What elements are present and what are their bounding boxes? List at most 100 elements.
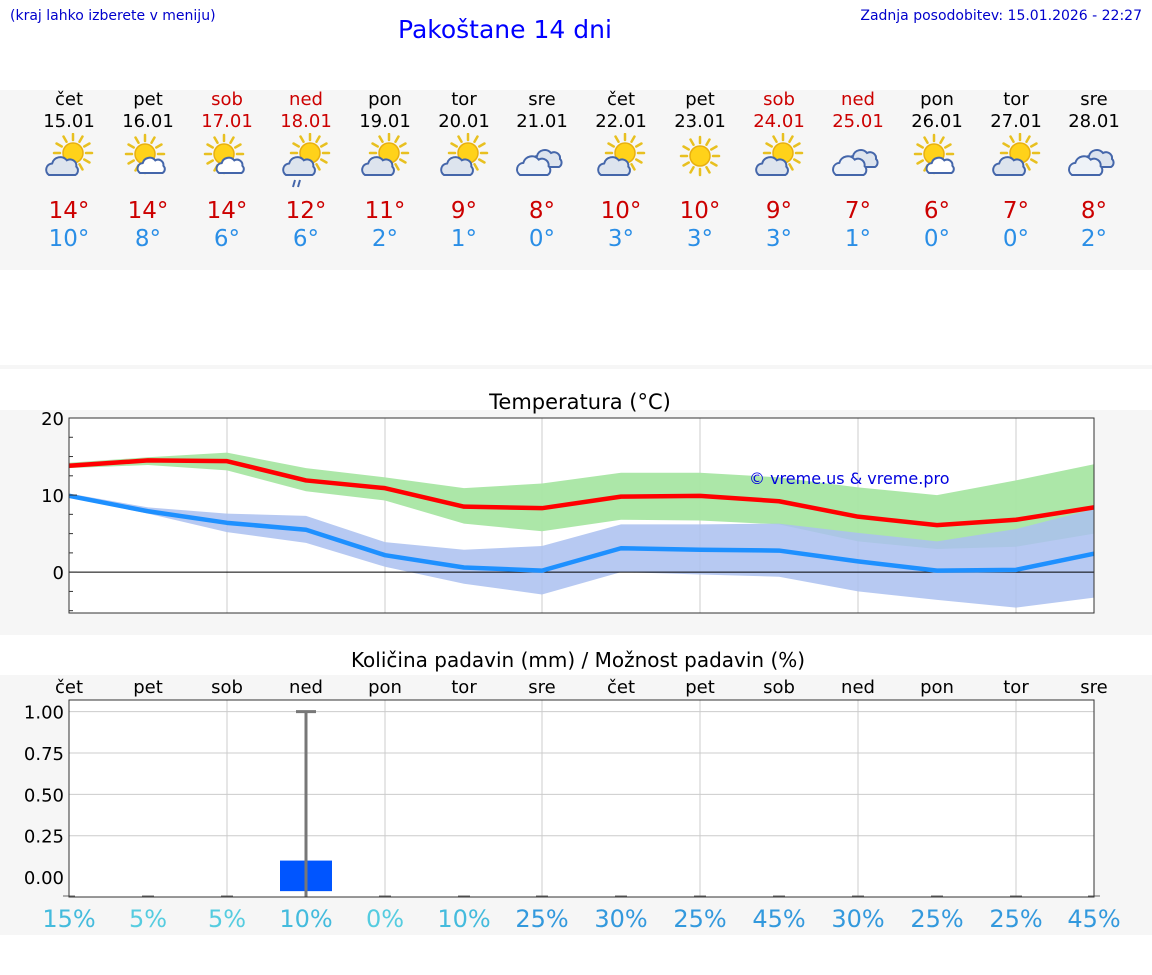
sun-cloud-icon xyxy=(597,133,646,176)
day-header: čet 15.01 xyxy=(29,89,109,133)
max-temp: 10° xyxy=(600,198,642,224)
day-header: sre 28.01 xyxy=(1054,89,1134,133)
day-date: 20.01 xyxy=(438,111,490,132)
spacer-band xyxy=(0,365,1152,369)
chart-title: Temperatura (°C) xyxy=(488,390,671,414)
precip-probability: 30% xyxy=(831,905,884,933)
min-temp: 6° xyxy=(292,226,320,252)
precip-probability: 25% xyxy=(910,905,963,933)
x-tick-label: sre xyxy=(1080,677,1107,698)
day-header: sob 24.01 xyxy=(739,89,819,133)
max-temp: 7° xyxy=(1002,198,1030,224)
day-name: pet xyxy=(133,89,163,110)
day-header: ned 25.01 xyxy=(818,89,898,133)
day-date: 18.01 xyxy=(280,111,332,132)
day-name: tor xyxy=(1003,89,1029,110)
cloud-icon xyxy=(832,149,879,176)
min-temp: 2° xyxy=(371,226,399,252)
y-tick-label: 1.00 xyxy=(24,703,64,724)
y-tick-label: 10 xyxy=(41,486,64,507)
day-header: tor 27.01 xyxy=(976,89,1056,133)
forecast-band xyxy=(0,90,1152,270)
day-header: pet 16.01 xyxy=(108,89,188,133)
min-temp: 1° xyxy=(844,226,872,252)
day-date: 22.01 xyxy=(595,111,647,132)
x-tick-label: pon xyxy=(920,677,954,698)
max-temp: 14° xyxy=(48,198,90,224)
day-date: 26.01 xyxy=(911,111,963,132)
y-tick-label: 0.75 xyxy=(24,744,64,765)
min-temp: 3° xyxy=(607,226,635,252)
watermark: © vreme.us & vreme.pro xyxy=(749,469,950,488)
max-temp: 11° xyxy=(364,198,406,224)
x-tick-label: pet xyxy=(685,677,715,698)
sun-small-cloud-icon xyxy=(203,133,245,175)
temperature-chart: Temperatura (°C) 0 10 20 © vreme.us & vreme.… xyxy=(41,390,1095,614)
sun-cloud-icon xyxy=(45,133,94,176)
max-temp: 9° xyxy=(765,198,793,224)
day-name: ned xyxy=(841,89,875,110)
day-name: pon xyxy=(368,89,402,110)
day-header: pet 23.01 xyxy=(660,89,740,133)
x-tick-label: ned xyxy=(841,677,875,698)
y-tick-label: 20 xyxy=(41,409,64,430)
precip-probability: 30% xyxy=(594,905,647,933)
x-tick-label: sob xyxy=(211,677,243,698)
y-tick-label: 0.25 xyxy=(24,827,64,848)
day-header: sre 21.01 xyxy=(502,89,582,133)
day-date: 19.01 xyxy=(359,111,411,132)
x-tick-label: pon xyxy=(368,677,402,698)
day-date: 16.01 xyxy=(122,111,174,132)
min-temp: 6° xyxy=(213,226,241,252)
cloud-icon xyxy=(516,149,563,176)
max-temp: 14° xyxy=(206,198,248,224)
sun-cloud-icon xyxy=(440,133,489,176)
min-temp: 3° xyxy=(765,226,793,252)
min-temp: 0° xyxy=(923,226,951,252)
page-title: Pakoštane 14 dni xyxy=(398,15,612,44)
day-date: 27.01 xyxy=(990,111,1042,132)
day-date: 21.01 xyxy=(516,111,568,132)
day-header: pon 19.01 xyxy=(345,89,425,133)
day-name: sob xyxy=(211,89,243,110)
precip-probability: 0% xyxy=(366,905,404,933)
sun-small-cloud-icon xyxy=(124,133,166,175)
max-temp: 12° xyxy=(285,198,327,224)
precip-probability: 10% xyxy=(279,905,332,933)
x-tick-label: čet xyxy=(55,677,83,698)
precip-probability: 45% xyxy=(1067,905,1120,933)
precip-probability: 25% xyxy=(515,905,568,933)
sun-small-cloud-icon xyxy=(913,133,955,175)
day-date: 15.01 xyxy=(43,111,95,132)
max-temp: 9° xyxy=(450,198,478,224)
day-header: ned 18.01 xyxy=(266,89,346,133)
day-name: sob xyxy=(763,89,795,110)
max-temp: 8° xyxy=(1080,198,1108,224)
plot-frame xyxy=(68,417,1095,614)
day-name: pon xyxy=(920,89,954,110)
min-temp: 10° xyxy=(48,226,90,252)
min-temp-line xyxy=(68,493,1095,573)
min-band xyxy=(69,493,1094,608)
chart-title: Količina padavin (mm) / Možnost padavin … xyxy=(351,648,805,672)
day-name: pet xyxy=(685,89,715,110)
day-date: 17.01 xyxy=(201,111,253,132)
x-tick-label: sob xyxy=(763,677,795,698)
x-tick-label: pet xyxy=(133,677,163,698)
max-temp-line xyxy=(68,458,1095,528)
y-tick-label: 0 xyxy=(53,563,64,584)
x-tick-label: ned xyxy=(289,677,323,698)
sun-icon xyxy=(679,135,721,177)
day-name: čet xyxy=(606,89,636,110)
min-temp: 0° xyxy=(1002,226,1030,252)
precip-probability: 25% xyxy=(989,905,1042,933)
min-temp: 8° xyxy=(134,226,162,252)
day-name: tor xyxy=(451,89,477,110)
sun-cloud-icon xyxy=(361,133,410,176)
day-name: ned xyxy=(289,89,323,110)
max-temp: 14° xyxy=(127,198,169,224)
x-tick-label: sre xyxy=(528,677,555,698)
day-date: 24.01 xyxy=(753,111,805,132)
day-name: sre xyxy=(1080,89,1108,110)
day-name: sre xyxy=(528,89,556,110)
